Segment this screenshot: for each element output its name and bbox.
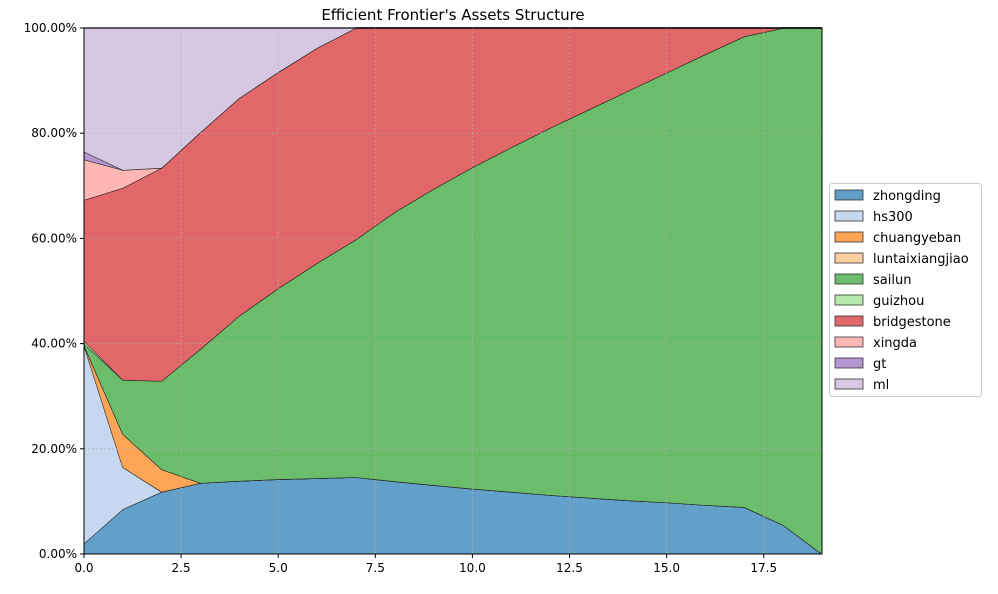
legend-item-gt: gt bbox=[834, 357, 886, 372]
legend-item-sailun: sailun bbox=[834, 273, 911, 288]
legend-item-xingda: xingda bbox=[834, 336, 917, 351]
legend-label: luntaixiangjiao bbox=[873, 252, 969, 267]
x-tick-label: 7.5 bbox=[366, 561, 385, 575]
area-sailun bbox=[84, 28, 822, 554]
legend-label: bridgestone bbox=[873, 315, 951, 330]
y-tick-label: 0.00% bbox=[39, 547, 77, 561]
legend-swatch bbox=[834, 273, 864, 285]
x-tick-label: 10.0 bbox=[459, 561, 486, 575]
legend-swatch bbox=[834, 315, 864, 327]
area-zhongding bbox=[84, 477, 822, 554]
legend-swatch bbox=[834, 210, 864, 222]
legend-item-bridgestone: bridgestone bbox=[834, 315, 951, 330]
chart-title: Efficient Frontier's Assets Structure bbox=[321, 6, 584, 24]
axes: 0.0 2.5 5.0 7.5 10.0 12.5 15.0 17.5 0.00% 20.00% 4… bbox=[24, 21, 823, 575]
legend-swatch bbox=[834, 294, 864, 306]
legend-label: ml bbox=[873, 378, 889, 393]
plot-frame bbox=[83, 27, 823, 555]
legend-item-chuangyeban: chuangyeban bbox=[834, 231, 961, 246]
legend-label: xingda bbox=[873, 336, 917, 351]
x-tick-label: 17.5 bbox=[750, 561, 777, 575]
legend-label: guizhou bbox=[873, 294, 924, 309]
legend-label: hs300 bbox=[873, 210, 913, 225]
x-tick-label: 5.0 bbox=[269, 561, 288, 575]
legend-item-guizhou: guizhou bbox=[834, 294, 924, 309]
legend-label: chuangyeban bbox=[873, 231, 961, 246]
legend-label: gt bbox=[873, 357, 886, 372]
legend-box bbox=[829, 183, 982, 397]
legend-item-hs300: hs300 bbox=[834, 210, 913, 225]
areas bbox=[83, 27, 823, 555]
y-tick-label: 20.00% bbox=[31, 442, 77, 456]
area-ml bbox=[84, 28, 822, 171]
area-bridgestone bbox=[84, 28, 822, 381]
legend-swatch bbox=[834, 336, 864, 348]
x-tick-label: 15.0 bbox=[653, 561, 680, 575]
legend-label: zhongding bbox=[873, 189, 941, 204]
x-tick-label: 2.5 bbox=[172, 561, 191, 575]
legend-swatch bbox=[834, 357, 864, 369]
legend-swatch bbox=[834, 231, 864, 243]
y-tick-label: 60.00% bbox=[31, 231, 77, 245]
x-tick-label: 0.0 bbox=[74, 561, 93, 575]
legend-swatch bbox=[834, 378, 864, 390]
legend-item-zhongding: zhongding bbox=[834, 189, 941, 204]
legend-label: sailun bbox=[873, 273, 911, 288]
y-tick-label: 40.00% bbox=[31, 337, 77, 351]
legend: zhongding hs300 chuangyeban luntaixiangjiao… bbox=[829, 183, 982, 397]
legend-swatch bbox=[834, 252, 864, 264]
y-tick-label: 100.00% bbox=[24, 21, 77, 35]
legend-item-luntaixiangjiao: luntaixiangjiao bbox=[834, 252, 969, 267]
x-tick-label: 12.5 bbox=[556, 561, 583, 575]
legend-swatch bbox=[834, 189, 864, 201]
legend-item-ml: ml bbox=[834, 378, 889, 393]
y-tick-label: 80.00% bbox=[31, 126, 77, 140]
